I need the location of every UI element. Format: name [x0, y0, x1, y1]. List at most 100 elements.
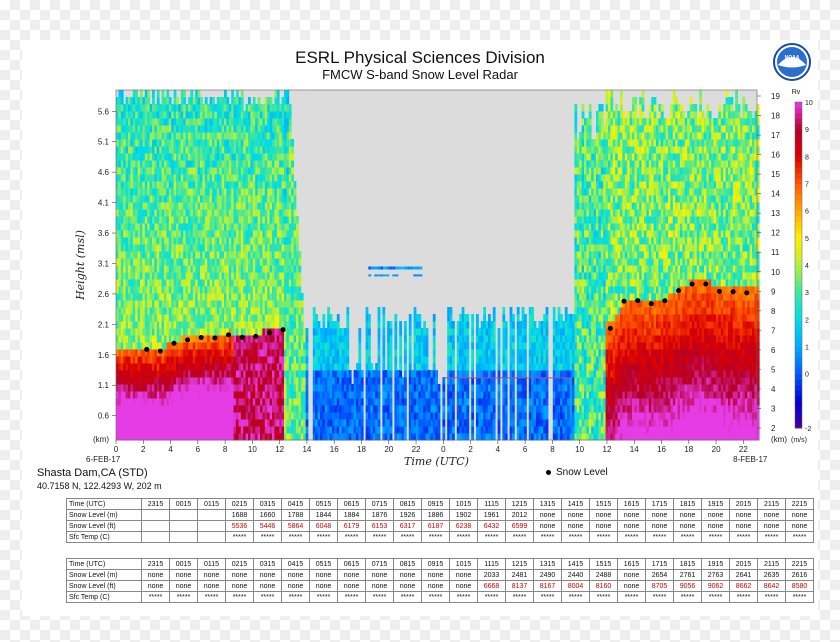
table-cell: 2440	[561, 569, 590, 581]
table-cell: 2488	[589, 569, 618, 581]
table-cell: *****	[309, 531, 338, 543]
snow-level-point	[212, 335, 218, 341]
table-cell: none	[337, 569, 366, 581]
table-cell: *****	[309, 591, 338, 603]
time-header: 1815	[673, 558, 702, 570]
time-header: 0115	[197, 498, 226, 510]
right-tick-label: 4	[771, 385, 776, 394]
right-tick-label: 3	[771, 404, 776, 413]
table-cell: *****	[561, 531, 590, 543]
table-cell: none	[617, 520, 646, 532]
table-cell: *****	[365, 531, 394, 543]
table-cell: 5446	[253, 520, 282, 532]
chart-subtitle: FMCW S-band Snow Level Radar	[322, 67, 518, 82]
legend-label: Snow Level	[556, 467, 608, 478]
time-header: 0415	[281, 558, 310, 570]
time-header: 1915	[701, 498, 730, 510]
time-header: 1315	[533, 498, 562, 510]
table-cell: 2654	[645, 569, 674, 581]
time-header: 0515	[309, 498, 338, 510]
time-header: 1715	[645, 558, 674, 570]
table-cell: 1926	[393, 509, 422, 521]
colorbar-swatch	[795, 270, 802, 277]
colorbar-swatch	[795, 134, 802, 141]
table-cell: *****	[701, 531, 730, 543]
time-header: 1815	[673, 498, 702, 510]
table-cell: *****	[617, 591, 646, 603]
time-header: 0815	[393, 498, 422, 510]
x-tick-label: 20	[712, 445, 721, 454]
time-header: 0915	[421, 498, 450, 510]
table-cell: 1844	[309, 509, 338, 521]
table-cell: *****	[505, 531, 534, 543]
table-cell: 8137	[505, 580, 534, 592]
y-tick-label: 1.6	[98, 351, 110, 360]
colorbar-swatch	[795, 297, 802, 304]
colorbar-tick-label: 3	[805, 290, 809, 297]
colorbar-swatch	[795, 395, 802, 402]
snow-level-point	[648, 301, 654, 307]
colorbar-swatch	[795, 161, 802, 168]
table-cell: *****	[337, 531, 366, 543]
table-cell: none	[589, 509, 618, 521]
table-cell: *****	[141, 591, 170, 603]
colorbar-tick-label: 7	[805, 182, 809, 189]
right-tick-label: 19	[771, 92, 780, 101]
time-header: 0215	[225, 558, 254, 570]
y-tick-label: 2.6	[98, 290, 110, 299]
table-cell: none	[449, 569, 478, 581]
table-cell: none	[309, 569, 338, 581]
table-cell: 1886	[421, 509, 450, 521]
table-cell: *****	[169, 591, 198, 603]
x-tick-label: 4	[496, 445, 501, 454]
table-cell: 2481	[505, 569, 534, 581]
table-cell: *****	[393, 531, 422, 543]
table-cell: none	[281, 580, 310, 592]
noaa-logo-bird	[778, 57, 806, 68]
table-cell: none	[225, 580, 254, 592]
table-cell: none	[673, 520, 702, 532]
time-header: 0015	[169, 498, 198, 510]
right-tick-label: 9	[771, 287, 776, 296]
colorbar-swatch	[795, 351, 802, 358]
table-cell: none	[393, 569, 422, 581]
colorbar-swatch	[795, 188, 802, 195]
row-label: Snow Level (m)	[66, 569, 142, 581]
x-tick-label: 6	[523, 445, 528, 454]
colorbar-swatch	[795, 112, 802, 119]
x-tick-label: 0	[114, 445, 119, 454]
table-header-row: Time (UTC) 2315 0015 0115 0215 0315 0415 0515 06…	[66, 558, 814, 570]
table-row: Snow Level (m) none none none none none none no…	[66, 569, 814, 581]
colorbar-swatch	[795, 400, 802, 407]
table-cell: none	[645, 509, 674, 521]
table-cell: *****	[785, 591, 814, 603]
table-cell: *****	[281, 591, 310, 603]
time-header: 2315	[141, 558, 170, 570]
table-cell: 1902	[449, 509, 478, 521]
table-cell: none	[757, 520, 786, 532]
table-cell: none	[365, 569, 394, 581]
table-cell: 2763	[701, 569, 730, 581]
table-cell	[197, 509, 226, 521]
table-cell: none	[365, 580, 394, 592]
x-tick-label: 6	[196, 445, 201, 454]
colorbar-swatch	[795, 417, 802, 423]
table-cell: 5864	[281, 520, 310, 532]
table-cell: none	[393, 580, 422, 592]
colorbar-swatch	[795, 243, 802, 250]
table-cell: none	[421, 580, 450, 592]
table-cell: *****	[645, 531, 674, 543]
x-tick-label: 0	[441, 445, 446, 454]
right-tick-label: 13	[771, 209, 780, 218]
snow-level-point	[703, 281, 709, 287]
table-cell: 2033	[477, 569, 506, 581]
colorbar-swatch	[795, 194, 802, 201]
table-cell	[169, 509, 198, 521]
colorbar-swatch	[795, 259, 802, 266]
table-cell: none	[169, 569, 198, 581]
table-cell: *****	[589, 591, 618, 603]
table-cell: *****	[225, 531, 254, 543]
colorbar-swatch	[795, 107, 802, 114]
x-tick-label: 4	[168, 445, 173, 454]
table-cell: none	[449, 580, 478, 592]
